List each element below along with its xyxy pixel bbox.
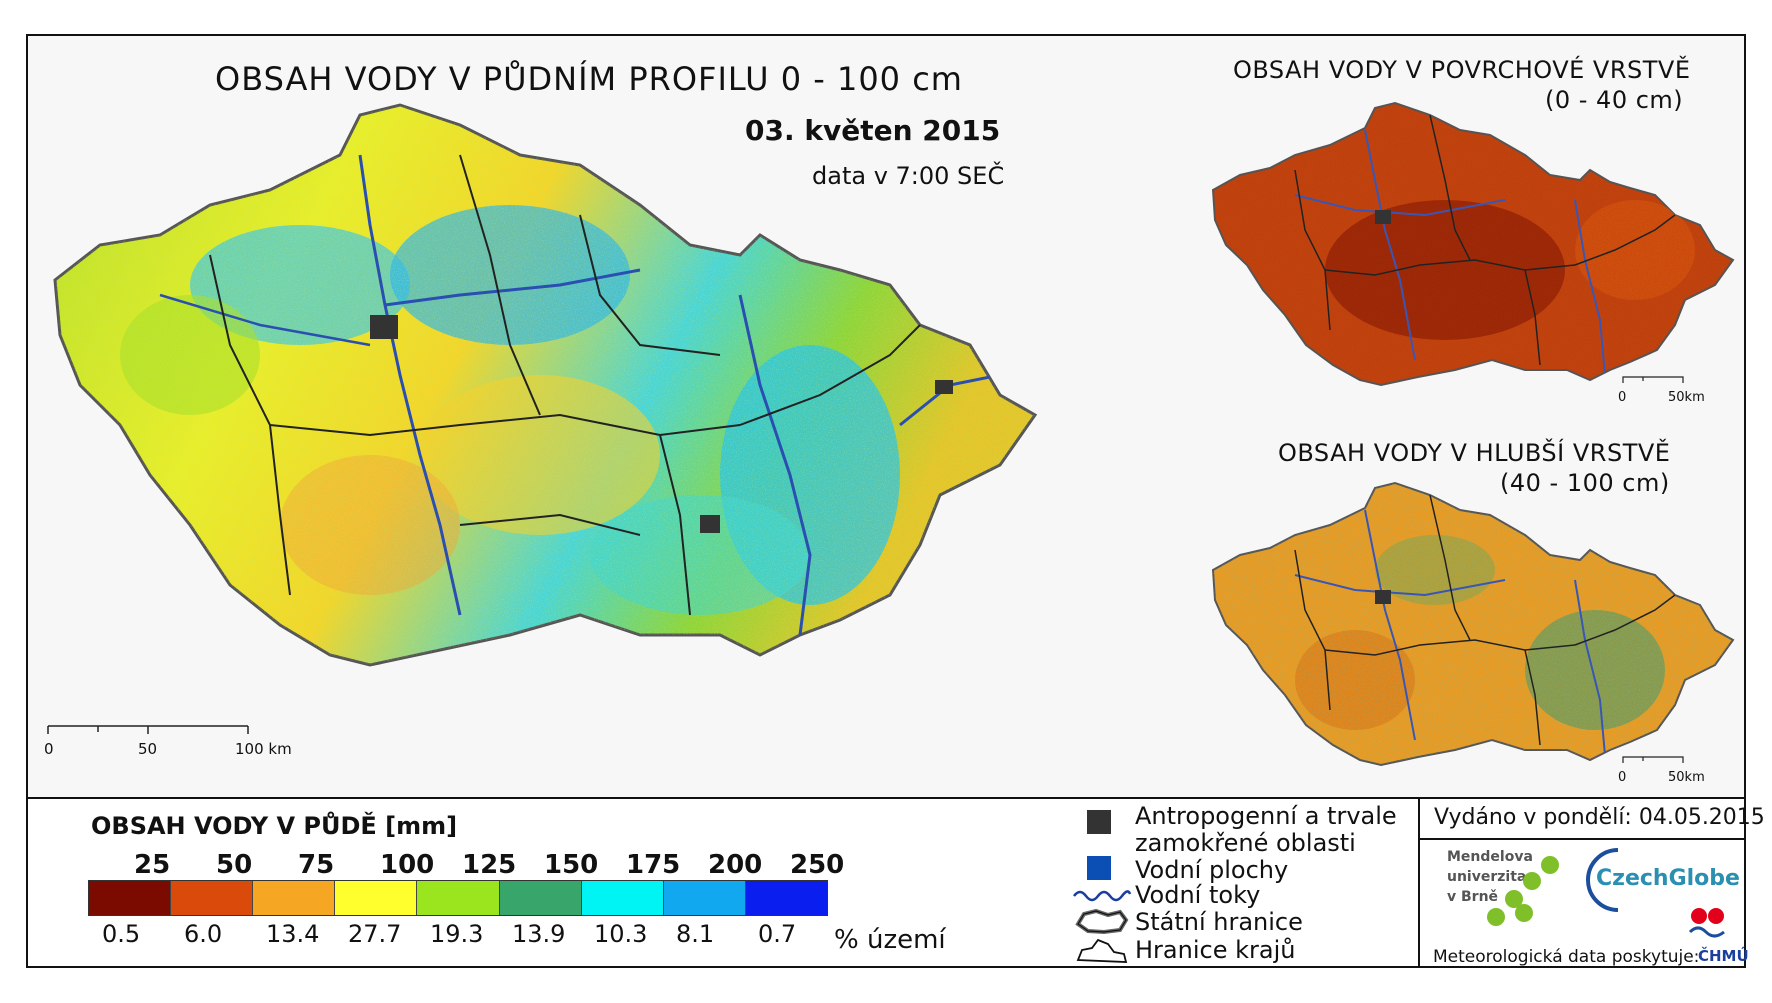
legend-color-bar (88, 880, 828, 916)
mendel-dots-icon (1487, 856, 1559, 926)
issued-date: Vydáno v pondělí: 04.05.2015 (1434, 805, 1765, 830)
symbol-anthropogenic-label2: zamokřené oblasti (1135, 829, 1356, 857)
symbol-region-border-label: Hranice krajů (1135, 936, 1296, 964)
state-border-icon (1075, 908, 1129, 935)
main-scale-100: 100 km (235, 740, 292, 758)
surface-title: OBSAH VODY V POVRCHOVÉ VRSTVĚ (1233, 56, 1691, 84)
chmu-label: ČHMÚ (1698, 947, 1749, 965)
main-time-note: data v 7:00 SEČ (812, 162, 1005, 190)
legend-color-class-0 (89, 881, 172, 915)
surface-scale-bar (1622, 376, 1684, 383)
region-border-icon (1076, 938, 1128, 963)
legend-class-limit: 125 (462, 850, 517, 880)
legend-color-class-2 (253, 881, 336, 915)
legend-percent-value: 6.0 (184, 920, 223, 948)
legend-percent-unit: % území (834, 925, 946, 955)
main-scale-bar (47, 725, 249, 734)
water-square-icon (1087, 856, 1111, 880)
legend-percent-value: 27.7 (348, 920, 402, 948)
legend-class-limit: 100 (380, 850, 435, 880)
legend-color-class-7 (663, 881, 746, 915)
legend-color-class-8 (745, 881, 827, 915)
legend-class-limit: 25 (134, 850, 171, 880)
surface-subtitle: (0 - 40 cm) (1545, 86, 1684, 114)
chmu-logo-icon (1688, 908, 1725, 938)
czechglobe-arc-icon (1586, 848, 1619, 912)
anthropogenic-square-icon (1087, 810, 1111, 834)
legend-color-class-5 (499, 881, 582, 915)
main-map (53, 103, 1038, 667)
legend-percent-value: 13.9 (512, 920, 566, 948)
legend-percent-value: 13.4 (266, 920, 320, 948)
main-scale-50: 50 (138, 740, 158, 758)
deep-scale-0: 0 (1618, 770, 1627, 785)
main-scale-0: 0 (44, 740, 54, 758)
mendel-university-logo: Mendelova univerzita v Brně (1447, 847, 1533, 907)
legend-class-limit: 50 (216, 850, 253, 880)
legend-percent-value: 0.5 (102, 920, 141, 948)
legend-percent-value: 0.7 (758, 920, 797, 948)
deep-subtitle: (40 - 100 cm) (1500, 469, 1670, 497)
mendel-line3: v Brně (1447, 889, 1499, 905)
deep-scale-50: 50km (1668, 770, 1705, 785)
symbol-anthropogenic-label: Antropogenní a trvale (1135, 802, 1397, 830)
legend-title: OBSAH VODY V PŮDĚ [mm] (91, 812, 458, 840)
mendel-line1: Mendelova (1447, 849, 1533, 865)
legend-class-limit: 75 (298, 850, 335, 880)
surface-map (1211, 101, 1735, 387)
legend-class-limit: 175 (626, 850, 681, 880)
legend-color-class-6 (581, 881, 664, 915)
symbol-state-border-label: Státní hranice (1135, 908, 1303, 936)
main-title: OBSAH VODY V PŮDNÍM PROFILU 0 - 100 cm (215, 60, 963, 98)
deep-map (1211, 481, 1735, 767)
surface-scale-50: 50km (1668, 390, 1705, 405)
legend-percent-value: 10.3 (594, 920, 648, 948)
legend-class-limit: 250 (790, 850, 845, 880)
surface-scale-0: 0 (1618, 390, 1627, 405)
legend-class-limit: 150 (544, 850, 599, 880)
meteorological-data-label: Meteorologická data poskytuje: (1433, 947, 1700, 967)
legend-color-class-4 (417, 881, 500, 915)
symbol-water-label: Vodní plochy (1135, 856, 1289, 884)
issue-divider (1418, 838, 1746, 840)
main-date: 03. květen 2015 (745, 114, 1001, 147)
legend-percent-value: 8.1 (676, 920, 715, 948)
mendel-line2: univerzita (1447, 869, 1527, 885)
legend-color-class-1 (171, 881, 254, 915)
deep-scale-bar (1622, 756, 1684, 763)
czechglobe-logo: CzechGlobe (1596, 866, 1740, 891)
symbol-river-label: Vodní toky (1135, 881, 1261, 909)
legend-class-limit: 200 (708, 850, 763, 880)
legend-percent-value: 19.3 (430, 920, 484, 948)
legend-color-class-3 (335, 881, 418, 915)
legend-divider (1418, 797, 1420, 968)
river-line-icon (1073, 890, 1132, 902)
deep-title: OBSAH VODY V HLUBŠÍ VRSTVĚ (1278, 439, 1671, 467)
